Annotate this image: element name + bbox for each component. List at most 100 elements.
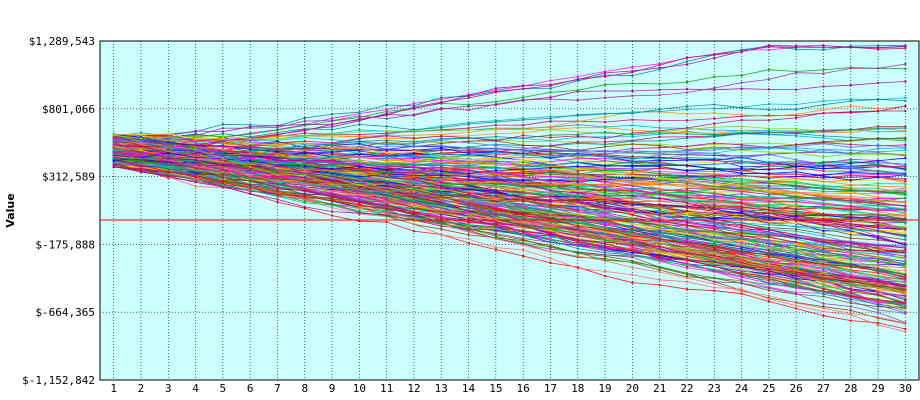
series-point	[686, 200, 688, 203]
series-point	[713, 160, 716, 163]
series-line	[113, 137, 906, 202]
series-point	[904, 189, 907, 192]
series-point	[658, 278, 661, 281]
series-point	[631, 185, 634, 187]
series-point	[767, 259, 770, 262]
series-point	[849, 158, 852, 161]
series-point	[658, 167, 661, 170]
series-point	[276, 201, 279, 204]
series-point	[767, 103, 770, 105]
series-point	[604, 176, 606, 179]
series-point	[494, 173, 497, 176]
series-point	[276, 133, 279, 136]
series-point	[822, 46, 825, 49]
series-point	[276, 140, 279, 143]
series-point	[822, 176, 825, 179]
series-point	[604, 75, 606, 78]
series-point	[795, 103, 798, 106]
series-point	[686, 108, 688, 111]
series-point	[467, 97, 470, 99]
series-point	[686, 197, 688, 200]
series-point	[549, 241, 552, 244]
series-point	[740, 270, 743, 272]
series-point	[849, 309, 852, 312]
series-point	[494, 230, 497, 233]
series-point	[658, 200, 661, 202]
series-point	[467, 215, 470, 218]
series-point	[576, 78, 579, 81]
series-point	[877, 248, 880, 251]
series-point	[849, 237, 852, 240]
series-point	[412, 104, 415, 107]
series-point	[522, 213, 525, 216]
series-point	[904, 80, 907, 83]
series-point	[713, 248, 716, 251]
series-point	[686, 174, 688, 177]
series-point	[522, 248, 525, 251]
series-point	[522, 140, 525, 143]
series-point	[139, 131, 142, 134]
series-point	[904, 45, 907, 48]
series-point	[385, 209, 388, 212]
series-point	[604, 174, 606, 177]
series-point	[631, 198, 634, 200]
series-point	[904, 139, 907, 142]
series-point	[713, 286, 716, 289]
series-point	[494, 143, 497, 146]
series-point	[877, 197, 880, 200]
series-point	[631, 90, 634, 92]
series-point	[767, 216, 770, 219]
series-point	[849, 195, 852, 198]
series-point	[494, 119, 497, 122]
series-point	[494, 186, 497, 188]
series-point	[440, 142, 443, 145]
series-point	[522, 189, 525, 192]
series-point	[331, 162, 334, 165]
series-line	[113, 45, 906, 156]
series-point	[494, 166, 497, 169]
series-point	[658, 144, 661, 147]
series-point	[713, 217, 716, 219]
series-point	[604, 90, 606, 92]
series-point	[440, 145, 443, 148]
series-point	[658, 88, 661, 91]
series-point	[658, 269, 661, 271]
series-point	[604, 121, 606, 124]
series-point	[767, 115, 770, 118]
series-point	[549, 206, 552, 209]
series-point	[713, 76, 716, 78]
series-point	[740, 160, 743, 162]
series-point	[522, 194, 525, 197]
series-point	[631, 124, 634, 127]
series-point	[494, 100, 497, 103]
series-point	[385, 196, 388, 199]
series-point	[604, 126, 606, 129]
series-point	[631, 135, 634, 138]
series-point	[795, 70, 798, 73]
series-point	[631, 70, 634, 72]
series-point	[686, 189, 688, 192]
series-point	[849, 250, 852, 253]
series-point	[494, 89, 497, 92]
series-point	[549, 168, 552, 171]
series-point	[440, 228, 443, 231]
series-point	[549, 173, 552, 176]
series-point	[494, 124, 497, 127]
series-point	[877, 303, 880, 306]
series-point	[631, 156, 634, 159]
series-point	[604, 70, 606, 73]
series-point	[494, 91, 497, 94]
series-point	[576, 79, 579, 82]
series-point	[740, 157, 743, 160]
series-point	[604, 71, 606, 74]
series-point	[740, 288, 743, 291]
series-point	[795, 304, 798, 307]
series-point	[412, 102, 415, 105]
series-point	[467, 121, 470, 124]
series-point	[631, 147, 634, 150]
series-point	[467, 186, 470, 189]
series-point	[877, 275, 880, 278]
series-point	[440, 233, 443, 236]
series-point	[767, 44, 770, 47]
series-point	[795, 217, 798, 220]
